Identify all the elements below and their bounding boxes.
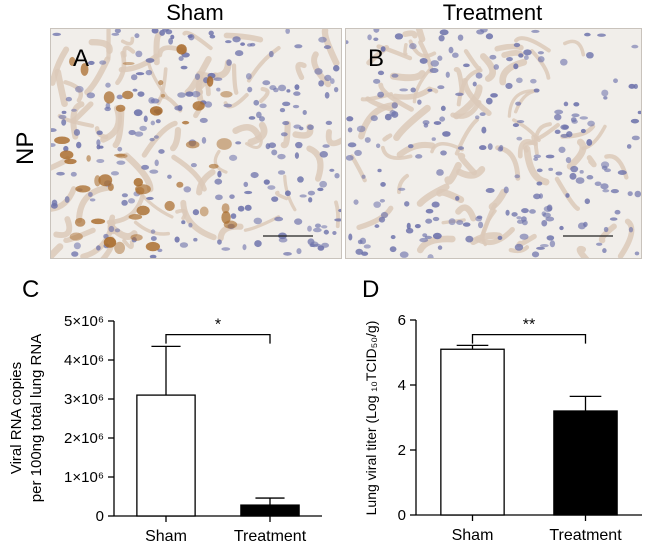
panel-label-a: A — [73, 45, 90, 72]
y-tick-label: 0 — [96, 508, 104, 525]
y-axis-label: Lung viral titer (Log ₁₀TCID₅₀/g) — [363, 321, 379, 516]
bar-sham — [136, 394, 196, 517]
y-tick-label: 6 — [398, 312, 406, 329]
x-tick-label: Treatment — [549, 527, 622, 541]
x-tick-label: Sham — [145, 528, 187, 541]
y-axis-label-line1: Viral RNA copies — [8, 362, 25, 474]
tissue-septa — [51, 29, 341, 258]
panel-label-c: C — [22, 276, 40, 303]
y-tick-label: 0 — [398, 507, 406, 524]
significance-label: * — [215, 317, 221, 334]
significance-bracket — [165, 334, 271, 344]
column-header-sham: Sham — [166, 0, 224, 25]
antigen-stain — [54, 44, 238, 255]
significance-label: ** — [523, 317, 535, 334]
y-tick-label: 1×10⁶ — [64, 469, 104, 486]
y-tick-label: 5×10⁶ — [64, 313, 104, 330]
y-tick-label: 2×10⁶ — [64, 430, 104, 447]
micrograph-sham: A — [50, 28, 342, 259]
y-axis-label-line2: per 100ng total lung RNA — [28, 334, 45, 502]
x-tick-label: Sham — [452, 527, 494, 541]
y-tick-label: 4×10⁶ — [64, 352, 104, 369]
row-label-np: NP — [12, 131, 39, 165]
bar-treatment — [553, 410, 618, 516]
significance-bracket — [471, 333, 587, 344]
panel-label-d: D — [362, 276, 380, 303]
bar-sham — [440, 348, 505, 516]
tissue-nuclei — [346, 29, 641, 258]
y-tick-label: 3×10⁶ — [64, 391, 104, 408]
tissue-nuclei — [51, 29, 341, 258]
micrograph-treatment-image — [346, 29, 641, 258]
chart-lung-titer: 0 2 4 6 Sham Treatment ** Lung viral titer (Log… — [363, 312, 642, 541]
micrograph-treatment: B — [345, 28, 642, 259]
chart-viral-rna: 0 1×10⁶ 2×10⁶ 3×10⁶ 4×10⁶ 5×10⁶ Sham Treatment *… — [8, 313, 322, 541]
micrograph-sham-image — [51, 29, 341, 258]
panel-label-b: B — [368, 45, 385, 72]
x-tick-label: Treatment — [234, 528, 307, 541]
bar-treatment — [240, 504, 300, 517]
y-tick-label: 4 — [398, 377, 406, 394]
y-tick-label: 2 — [398, 442, 406, 459]
column-header-treatment: Treatment — [442, 0, 543, 25]
tissue-background — [346, 29, 641, 258]
